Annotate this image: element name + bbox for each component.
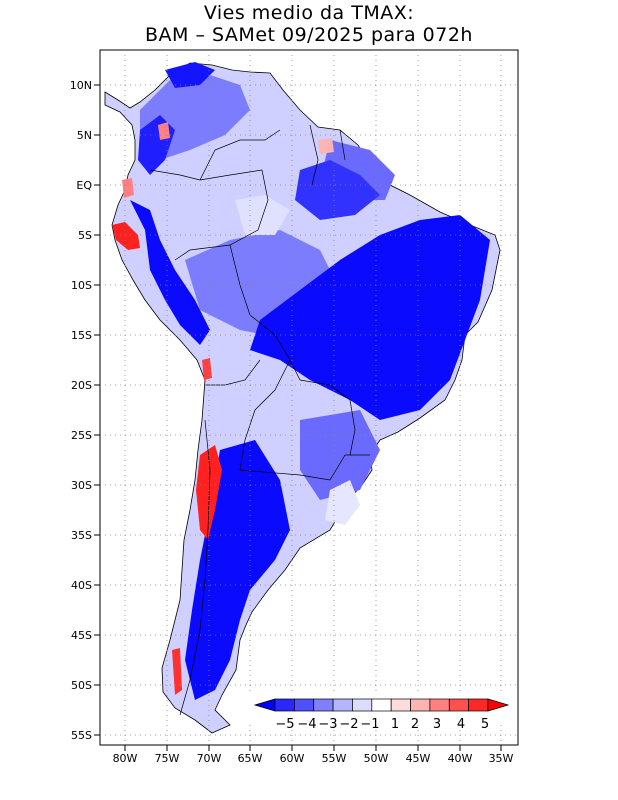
lon-label: 80W <box>113 752 138 765</box>
lat-label: 5S <box>78 229 92 242</box>
colorbar-segment <box>410 698 431 712</box>
weak-bias-region <box>235 195 290 235</box>
strong-cold-bias-amazon <box>295 160 380 220</box>
strong-cold-bias-brazil <box>250 215 490 420</box>
colorbar-label: 3 <box>433 717 441 732</box>
graticule <box>100 50 518 745</box>
lat-label: 30S <box>71 479 92 492</box>
lat-label: 50S <box>71 679 92 692</box>
lon-label: 65W <box>238 752 263 765</box>
colorbar-label: 2 <box>411 717 419 732</box>
warm-bias-southern-andes <box>172 648 182 695</box>
lat-label: 5N <box>77 129 92 142</box>
lat-label: 40S <box>71 579 92 592</box>
colorbar-segment <box>352 698 373 712</box>
colorbar-segment <box>468 698 489 712</box>
lon-label: 55W <box>322 752 347 765</box>
colorbar: −5 −4 −3 −2 −1 1 2 3 4 5 <box>248 695 514 732</box>
colorbar-right-arrow <box>487 698 510 712</box>
lat-label: 35S <box>71 529 92 542</box>
lon-label: 50W <box>364 752 389 765</box>
colorbar-label: −1 <box>360 717 379 732</box>
axis-ticks <box>94 84 502 751</box>
colorbar-label: −2 <box>339 717 358 732</box>
lat-label: 45S <box>71 629 92 642</box>
colorbar-label: −3 <box>318 717 337 732</box>
map-title-line2: BAM – SAMet 09/2025 para 072h <box>145 24 473 46</box>
colorbar-label: −5 <box>275 717 294 732</box>
lat-label: 25S <box>71 429 92 442</box>
colorbar-segment <box>332 698 353 712</box>
lon-label: 75W <box>155 752 180 765</box>
warm-bias-peru-coast <box>112 222 140 250</box>
lon-label: 60W <box>280 752 305 765</box>
colorbar-label: 5 <box>481 717 489 732</box>
weak-bias-region <box>325 480 360 525</box>
warm-bias-north-andes <box>158 122 170 140</box>
colorbar-segment <box>429 698 450 712</box>
lat-label: EQ <box>76 179 92 192</box>
strong-cold-bias-north <box>165 62 215 88</box>
map-title-line1: Vies medio da TMAX: <box>203 2 415 24</box>
lat-label: 10S <box>71 279 92 292</box>
lon-label: 35W <box>489 752 514 765</box>
lon-label: 70W <box>197 752 222 765</box>
lat-label: 20S <box>71 379 92 392</box>
colorbar-segment <box>448 698 469 712</box>
moderate-cold-bias-region <box>300 410 380 500</box>
lat-label: 15S <box>71 329 92 342</box>
lon-label: 45W <box>406 752 431 765</box>
lat-label: 55S <box>71 729 92 742</box>
colorbar-label: 4 <box>457 717 465 732</box>
warm-bias-ecuador <box>122 178 134 198</box>
lon-label: 40W <box>448 752 473 765</box>
colorbar-segment <box>294 698 315 712</box>
lat-label: 10N <box>70 79 92 92</box>
colorbar-label: −4 <box>297 717 316 732</box>
country-borders <box>149 124 370 716</box>
colorbar-segment <box>313 698 334 712</box>
strong-cold-bias-andes <box>130 200 210 345</box>
warm-bias-atacama <box>202 358 212 380</box>
colorbar-segment <box>371 698 392 712</box>
colorbar-segment <box>274 698 295 712</box>
warm-bias-guiana <box>318 138 334 154</box>
colorbar-segment <box>390 698 411 712</box>
colorbar-label: 1 <box>391 717 399 732</box>
